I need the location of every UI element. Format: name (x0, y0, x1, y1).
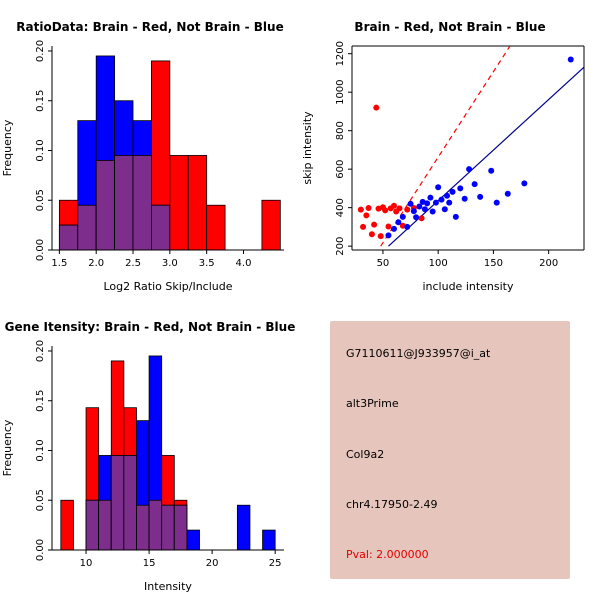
info-line-4: Pval: 2.000000 (346, 548, 429, 561)
svg-text:3.0: 3.0 (162, 258, 178, 269)
svg-text:10: 10 (80, 558, 93, 569)
svg-text:Intensity: Intensity (144, 580, 192, 593)
panel-gene-info: G7110611@J933957@i_at alt3Prime Col9a2 c… (300, 300, 600, 600)
svg-text:20: 20 (206, 558, 219, 569)
svg-text:2.0: 2.0 (88, 258, 104, 269)
svg-text:0.20: 0.20 (35, 40, 46, 62)
svg-text:600: 600 (335, 160, 346, 179)
info-line-2: Col9a2 (346, 447, 385, 461)
svg-text:0.10: 0.10 (35, 439, 46, 461)
info-line-0: G7110611@J933957@i_at (346, 347, 491, 360)
svg-text:0.05: 0.05 (35, 489, 46, 511)
svg-text:4.0: 4.0 (236, 258, 252, 269)
svg-text:Log2 Ratio Skip/Include: Log2 Ratio Skip/Include (103, 280, 232, 293)
svg-text:100: 100 (429, 258, 448, 269)
scatter-title: Brain - Red, Not Brain - Blue (354, 20, 546, 34)
svg-text:200: 200 (335, 237, 346, 256)
svg-text:0.15: 0.15 (35, 90, 46, 112)
panel-ratio-histogram: RatioData: Brain - Red, Not Brain - Blue… (0, 0, 300, 300)
panel-intensity-scatter: Brain - Red, Not Brain - Blue 50 100 150 20… (300, 0, 600, 300)
svg-text:0.00: 0.00 (35, 539, 46, 561)
svg-text:1200: 1200 (335, 41, 346, 66)
svg-text:200: 200 (539, 258, 558, 269)
gene-histogram-title: Gene Itensity: Brain - Red, Not Brain - … (4, 320, 296, 334)
ratio-histogram-plot: 1.5 2.0 2.5 3.0 3.5 4.0 0.00 0.05 0.10 0.15 0.20 Lo… (1, 40, 284, 293)
svg-text:0.20: 0.20 (35, 340, 46, 362)
svg-text:Frequency: Frequency (1, 119, 14, 176)
svg-text:skip intensity: skip intensity (301, 111, 314, 185)
svg-text:3.5: 3.5 (199, 258, 215, 269)
panel-gene-intensity-histogram: Gene Itensity: Brain - Red, Not Brain - … (0, 300, 300, 600)
svg-text:0.05: 0.05 (35, 189, 46, 211)
svg-text:2.5: 2.5 (125, 258, 141, 269)
ratio-histogram-title: RatioData: Brain - Red, Not Brain - Blue (16, 20, 284, 34)
svg-text:include intensity: include intensity (422, 280, 514, 293)
svg-text:0.00: 0.00 (35, 239, 46, 261)
svg-text:0.15: 0.15 (35, 390, 46, 412)
svg-text:1000: 1000 (335, 79, 346, 104)
gene-intensity-histogram-plot: 10 15 20 25 0.00 0.05 0.10 0.15 0.20 Intensity Fre… (1, 340, 284, 593)
info-line-3: chr4.17950-2.49 (346, 497, 438, 511)
svg-text:0.10: 0.10 (35, 139, 46, 161)
info-line-1: alt3Prime (346, 397, 399, 411)
svg-text:50: 50 (377, 258, 390, 269)
svg-text:1.5: 1.5 (51, 258, 67, 269)
svg-text:400: 400 (335, 198, 346, 217)
intensity-scatter-plot: 50 100 150 200 200 400 600 800 1000 1200 include i… (301, 41, 585, 293)
svg-text:Frequency: Frequency (1, 419, 14, 476)
gene-info-box: G7110611@J933957@i_at alt3Prime Col9a2 c… (330, 321, 570, 579)
svg-text:25: 25 (269, 558, 282, 569)
svg-text:150: 150 (484, 258, 503, 269)
svg-text:15: 15 (143, 558, 156, 569)
svg-text:800: 800 (335, 121, 346, 140)
